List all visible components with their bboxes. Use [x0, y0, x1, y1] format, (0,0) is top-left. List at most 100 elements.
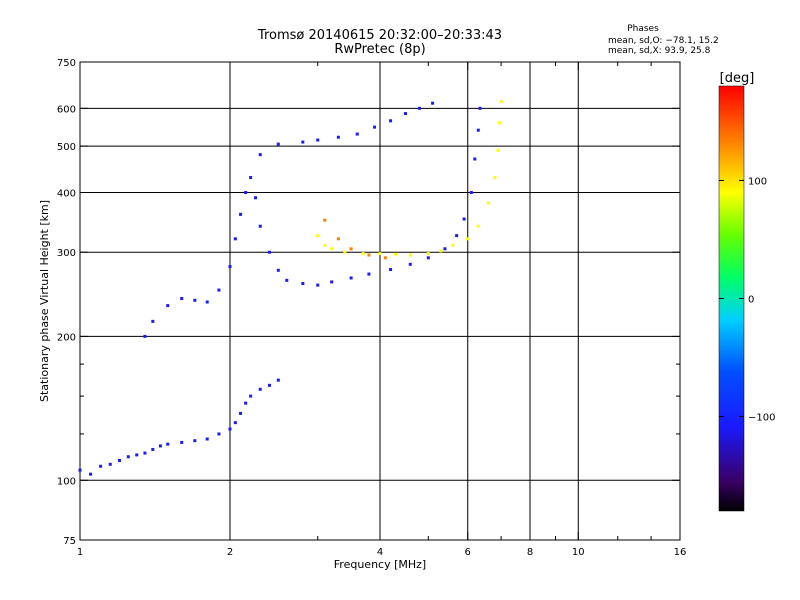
- data-point: [180, 297, 184, 301]
- data-point: [361, 252, 365, 256]
- x-axis-label: Frequency [MHz]: [334, 558, 426, 571]
- data-point: [316, 234, 320, 238]
- data-point: [316, 283, 320, 287]
- data-point: [151, 319, 155, 323]
- legend-o-mode: mean, sd,O: −78.1, 15.2: [608, 36, 719, 46]
- data-point: [355, 132, 359, 136]
- x-tick-label: 4: [377, 547, 383, 558]
- data-point: [276, 142, 280, 146]
- data-point: [343, 250, 347, 254]
- colorbar-label: [deg]: [720, 71, 755, 86]
- grid: [80, 62, 680, 540]
- data-point: [316, 138, 320, 142]
- colorbar-tick-label: −100: [748, 413, 775, 424]
- y-tick-label: 100: [57, 476, 76, 487]
- data-point: [383, 256, 387, 260]
- data-point: [349, 276, 353, 280]
- data-point: [228, 427, 232, 431]
- data-point: [108, 462, 112, 466]
- data-point: [228, 265, 232, 269]
- data-point: [244, 401, 248, 405]
- data-point: [151, 447, 155, 451]
- data-point: [89, 472, 93, 476]
- data-point: [143, 451, 147, 455]
- chart-title: Tromsø 20140615 20:32:00–20:33:43: [257, 28, 502, 43]
- x-tick-label: 2: [227, 547, 233, 558]
- data-point: [244, 190, 248, 194]
- x-tick-label: 6: [465, 547, 471, 558]
- data-point: [258, 387, 262, 391]
- y-axis-label: Stationary phase Virtual Height [km]: [38, 200, 51, 402]
- data-point: [193, 298, 197, 302]
- x-tick-label: 16: [674, 547, 687, 558]
- colorbar-tick-label: 0: [748, 295, 754, 306]
- data-point: [493, 175, 497, 179]
- data-point: [126, 455, 130, 459]
- data-point: [486, 201, 490, 205]
- data-point: [323, 218, 327, 222]
- data-point: [143, 334, 147, 338]
- data-point: [166, 442, 170, 446]
- data-point: [389, 268, 393, 272]
- data-point: [258, 224, 262, 228]
- axis-ticks: 1 2 4 6 8 10 16 75 100 200 300 400 500 600 750: [57, 58, 686, 558]
- y-tick-label: 75: [63, 536, 76, 547]
- data-point: [478, 106, 482, 110]
- data-point: [166, 304, 170, 308]
- data-point: [301, 282, 305, 286]
- data-point: [455, 234, 459, 238]
- data-point: [217, 288, 221, 292]
- data-point: [267, 250, 271, 254]
- data-point: [408, 253, 412, 257]
- data-point: [239, 212, 243, 216]
- data-point: [466, 237, 470, 241]
- data-point: [394, 252, 398, 256]
- data-point: [426, 252, 430, 256]
- data-point: [349, 247, 353, 251]
- data-point: [249, 394, 253, 398]
- data-point: [276, 378, 280, 382]
- data-point: [205, 300, 209, 304]
- data-point: [373, 125, 377, 129]
- y-tick-label: 400: [57, 188, 76, 199]
- data-point: [367, 253, 371, 257]
- colorbar-tick-label: 100: [748, 176, 767, 187]
- data-point: [267, 383, 271, 387]
- data-point: [249, 175, 253, 179]
- data-point: [158, 444, 162, 448]
- data-point: [117, 458, 121, 462]
- y-tick-label: 200: [57, 332, 76, 343]
- data-point: [473, 157, 477, 161]
- data-point: [135, 453, 139, 457]
- data-point: [78, 468, 82, 472]
- data-point: [301, 140, 305, 144]
- data-point: [408, 262, 412, 266]
- x-tick-label: 8: [527, 547, 533, 558]
- data-point: [476, 224, 480, 228]
- data-point: [499, 100, 503, 104]
- chart-subtitle: RwPretec (8p): [334, 42, 425, 57]
- data-point: [451, 243, 455, 247]
- legend-x-mode: mean, sd,X: 93.9, 25.8: [608, 46, 711, 56]
- data-point: [431, 101, 435, 105]
- data-point: [193, 439, 197, 443]
- data-point: [180, 440, 184, 444]
- data-point: [403, 112, 407, 116]
- data-point: [285, 278, 289, 282]
- y-tick-label: 600: [57, 104, 76, 115]
- data-point: [336, 237, 340, 241]
- data-point: [496, 148, 500, 152]
- data-point: [443, 247, 447, 251]
- data-point: [239, 411, 243, 415]
- data-points: [78, 100, 503, 476]
- y-tick-label: 300: [57, 248, 76, 259]
- data-point: [389, 119, 393, 123]
- data-point: [233, 237, 237, 241]
- data-point: [469, 190, 473, 194]
- x-tick-label: 1: [77, 547, 83, 558]
- data-point: [330, 280, 334, 284]
- legend-title: Phases: [627, 24, 659, 34]
- data-point: [417, 106, 421, 110]
- data-point: [205, 437, 209, 441]
